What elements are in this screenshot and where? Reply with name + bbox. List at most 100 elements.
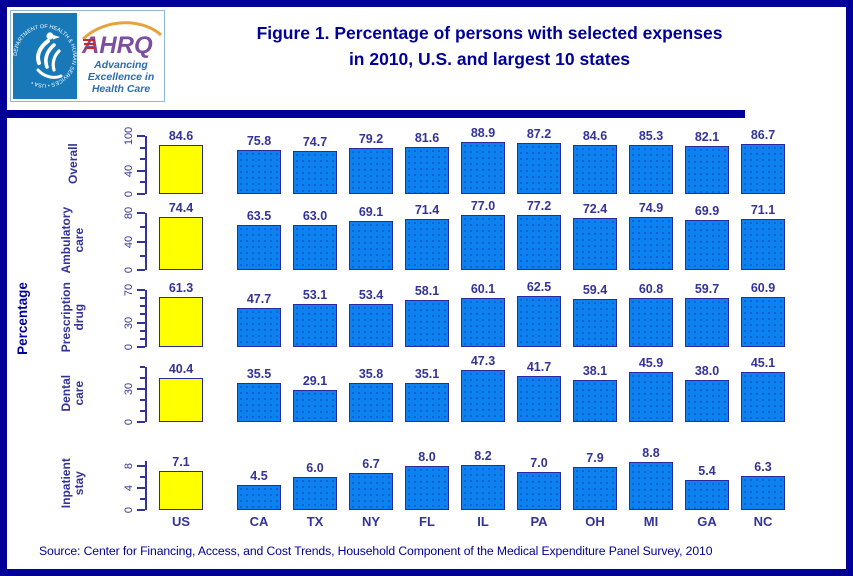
chart-panel: Percentage Overall 0 40 100 84.6 75.8 74.7 79.2…: [7, 118, 846, 558]
bar-value-dental-care-tx: 29.1: [302, 374, 328, 388]
bar-ambulatory-care-mi: [629, 216, 673, 270]
bar-ambulatory-care-ca: [237, 224, 281, 270]
y-axis-tick: [137, 240, 145, 243]
bar-value-overall-ca: 75.8: [246, 134, 272, 149]
bar-overall-tx: [293, 150, 337, 194]
bar-slot-ambulatory-care-mi: 74.9: [623, 197, 679, 270]
ahrq-swoosh-icon: [81, 21, 163, 41]
bar-slot-ambulatory-care-pa: 77.2: [511, 197, 567, 270]
bar-value-ambulatory-care-ca: 63.5: [246, 208, 272, 223]
bar-dental-care-pa: [517, 376, 561, 422]
bar-value-inpatient-stay-mi: 8.8: [642, 445, 660, 460]
y-axis-tick: [140, 297, 145, 300]
bar-prescription-drug-ca: [237, 308, 281, 347]
bar-slot-prescription-drug-tx: 53.1: [287, 274, 343, 347]
y-axis-tick-label-text: 80: [123, 206, 135, 220]
y-axis-tick-label-text: 70: [123, 283, 135, 297]
bar-value-dental-care-oh: 38.1: [582, 364, 608, 379]
bar-slot-ambulatory-care-us: 74.4: [153, 197, 209, 270]
bar-slot-inpatient-stay-ny: 6.7: [343, 442, 399, 510]
bar-value-dental-care-ca: 35.5: [246, 366, 272, 381]
bar-slot-prescription-drug-il: 60.1: [455, 274, 511, 347]
bar-slot-ambulatory-care-fl: 71.4: [399, 197, 455, 270]
bar-slot-overall-us: 84.6: [153, 120, 209, 194]
bar-slot-overall-il: 88.9: [455, 120, 511, 194]
bar-value-ambulatory-care-mi: 74.9: [638, 200, 664, 215]
bar-value-ambulatory-care-ga: 69.9: [694, 204, 720, 219]
bar-ambulatory-care-il: [461, 215, 505, 270]
bar-value-dental-care-mi: 45.9: [638, 355, 664, 370]
bar-prescription-drug-ga: [685, 298, 729, 347]
bar-slot-dental-care-ga: 38.0: [679, 351, 735, 422]
bar-value-ambulatory-care-us: 74.4: [168, 201, 194, 215]
y-axis-tick: [137, 321, 145, 324]
figure-title: Figure 1. Percentage of persons with sel…: [175, 20, 804, 73]
bar-slot-prescription-drug-mi: 60.8: [623, 274, 679, 347]
y-axis-tick-label-text: 40: [123, 235, 135, 248]
bar-dental-care-mi: [629, 371, 673, 422]
y-axis-tick: [137, 487, 145, 490]
row-label-ambulatory-care: Ambulatory care: [47, 197, 99, 274]
x-label-oh: OH: [585, 514, 605, 529]
svg-text:Health Care: Health Care: [92, 83, 151, 95]
y-axis-tick: [137, 509, 145, 511]
source-note: Source: Center for Financing, Access, an…: [39, 544, 713, 558]
bar-overall-ga: [685, 146, 729, 194]
y-axis-tick: [140, 498, 145, 501]
ahrq-wordmark: AHRQ: [81, 32, 153, 59]
bar-slot-dental-care-mi: 45.9: [623, 351, 679, 422]
bar-slot-ambulatory-care-tx: 63.0: [287, 197, 343, 270]
bar-slot-dental-care-us: 40.4: [153, 351, 209, 422]
bar-value-dental-care-pa: 41.7: [526, 360, 552, 375]
row-label-text: Inpatient stay: [58, 458, 86, 508]
bar-dental-care-oh: [573, 380, 617, 422]
header-divider: [7, 110, 745, 118]
bar-value-overall-il: 88.9: [470, 126, 496, 141]
bar-value-inpatient-stay-nc: 6.3: [754, 459, 772, 474]
bar-slot-overall-ca: 75.8: [231, 120, 287, 194]
bar-value-overall-ga: 82.1: [694, 130, 720, 145]
y-axis-tick: [140, 181, 145, 184]
row-label-text: Overall: [65, 143, 80, 185]
bar-inpatient-stay-il: [461, 465, 505, 510]
row-label-text: Dental care: [58, 375, 86, 412]
chart-row-overall: Overall 0 40 100 84.6 75.8 74.7 79.2 81.6 88.9 87.…: [47, 120, 846, 197]
y-axis-tick: [137, 169, 145, 172]
bar-value-overall-us: 84.6: [168, 128, 194, 143]
bar-value-prescription-drug-nc: 60.9: [750, 281, 776, 296]
bar-value-overall-nc: 86.7: [750, 127, 776, 142]
bar-value-overall-pa: 87.2: [526, 127, 552, 142]
bar-slot-overall-oh: 84.6: [567, 120, 623, 194]
y-axis-tick-label-text: 8: [123, 463, 135, 470]
x-label-ca: CA: [249, 514, 269, 529]
bar-prescription-drug-ny: [349, 303, 393, 347]
bar-value-dental-care-fl: 35.1: [414, 367, 440, 382]
x-label-us: US: [171, 514, 191, 529]
y-axis-tick: [140, 226, 145, 229]
y-axis-tick: [140, 254, 145, 257]
bar-inpatient-stay-pa: [517, 471, 561, 510]
row-label-text: Prescription drug: [58, 282, 86, 353]
bar-inpatient-stay-nc: [741, 475, 785, 510]
figure-title-line2: in 2010, U.S. and largest 10 states: [348, 49, 631, 70]
row-label-text: Ambulatory care: [58, 207, 86, 274]
chart-row-ambulatory-care: Ambulatory care 0 40 80 74.4 63.5 63.0 69.1 71.4…: [47, 197, 846, 274]
chart-row-inpatient-stay: Inpatient stay 0 4 8 7.1 4.5 6.0 6.7 8.0 8.2 7.0 7.…: [47, 442, 846, 513]
bar-prescription-drug-il: [461, 298, 505, 347]
bar-inpatient-stay-tx: [293, 477, 337, 510]
bar-dental-care-us: [159, 377, 203, 422]
bar-value-dental-care-us: 40.4: [168, 361, 194, 376]
bar-value-prescription-drug-oh: 59.4: [582, 282, 608, 297]
y-axis-tick: [140, 146, 145, 149]
bar-value-overall-oh: 84.6: [582, 128, 608, 143]
y-axis-tick: [137, 465, 145, 468]
bar-ambulatory-care-nc: [741, 219, 785, 270]
bar-slot-dental-care-fl: 35.1: [399, 351, 455, 422]
bar-ambulatory-care-ga: [685, 220, 729, 270]
y-axis-line: [145, 136, 147, 194]
bar-value-inpatient-stay-fl: 8.0: [418, 450, 436, 465]
bars-overall: 84.6 75.8 74.7 79.2 81.6 88.9 87.2 84.6 85.3 82.1…: [153, 120, 846, 194]
bar-overall-us: [159, 144, 203, 194]
y-axis-prescription-drug: 0 30 70: [99, 274, 153, 350]
